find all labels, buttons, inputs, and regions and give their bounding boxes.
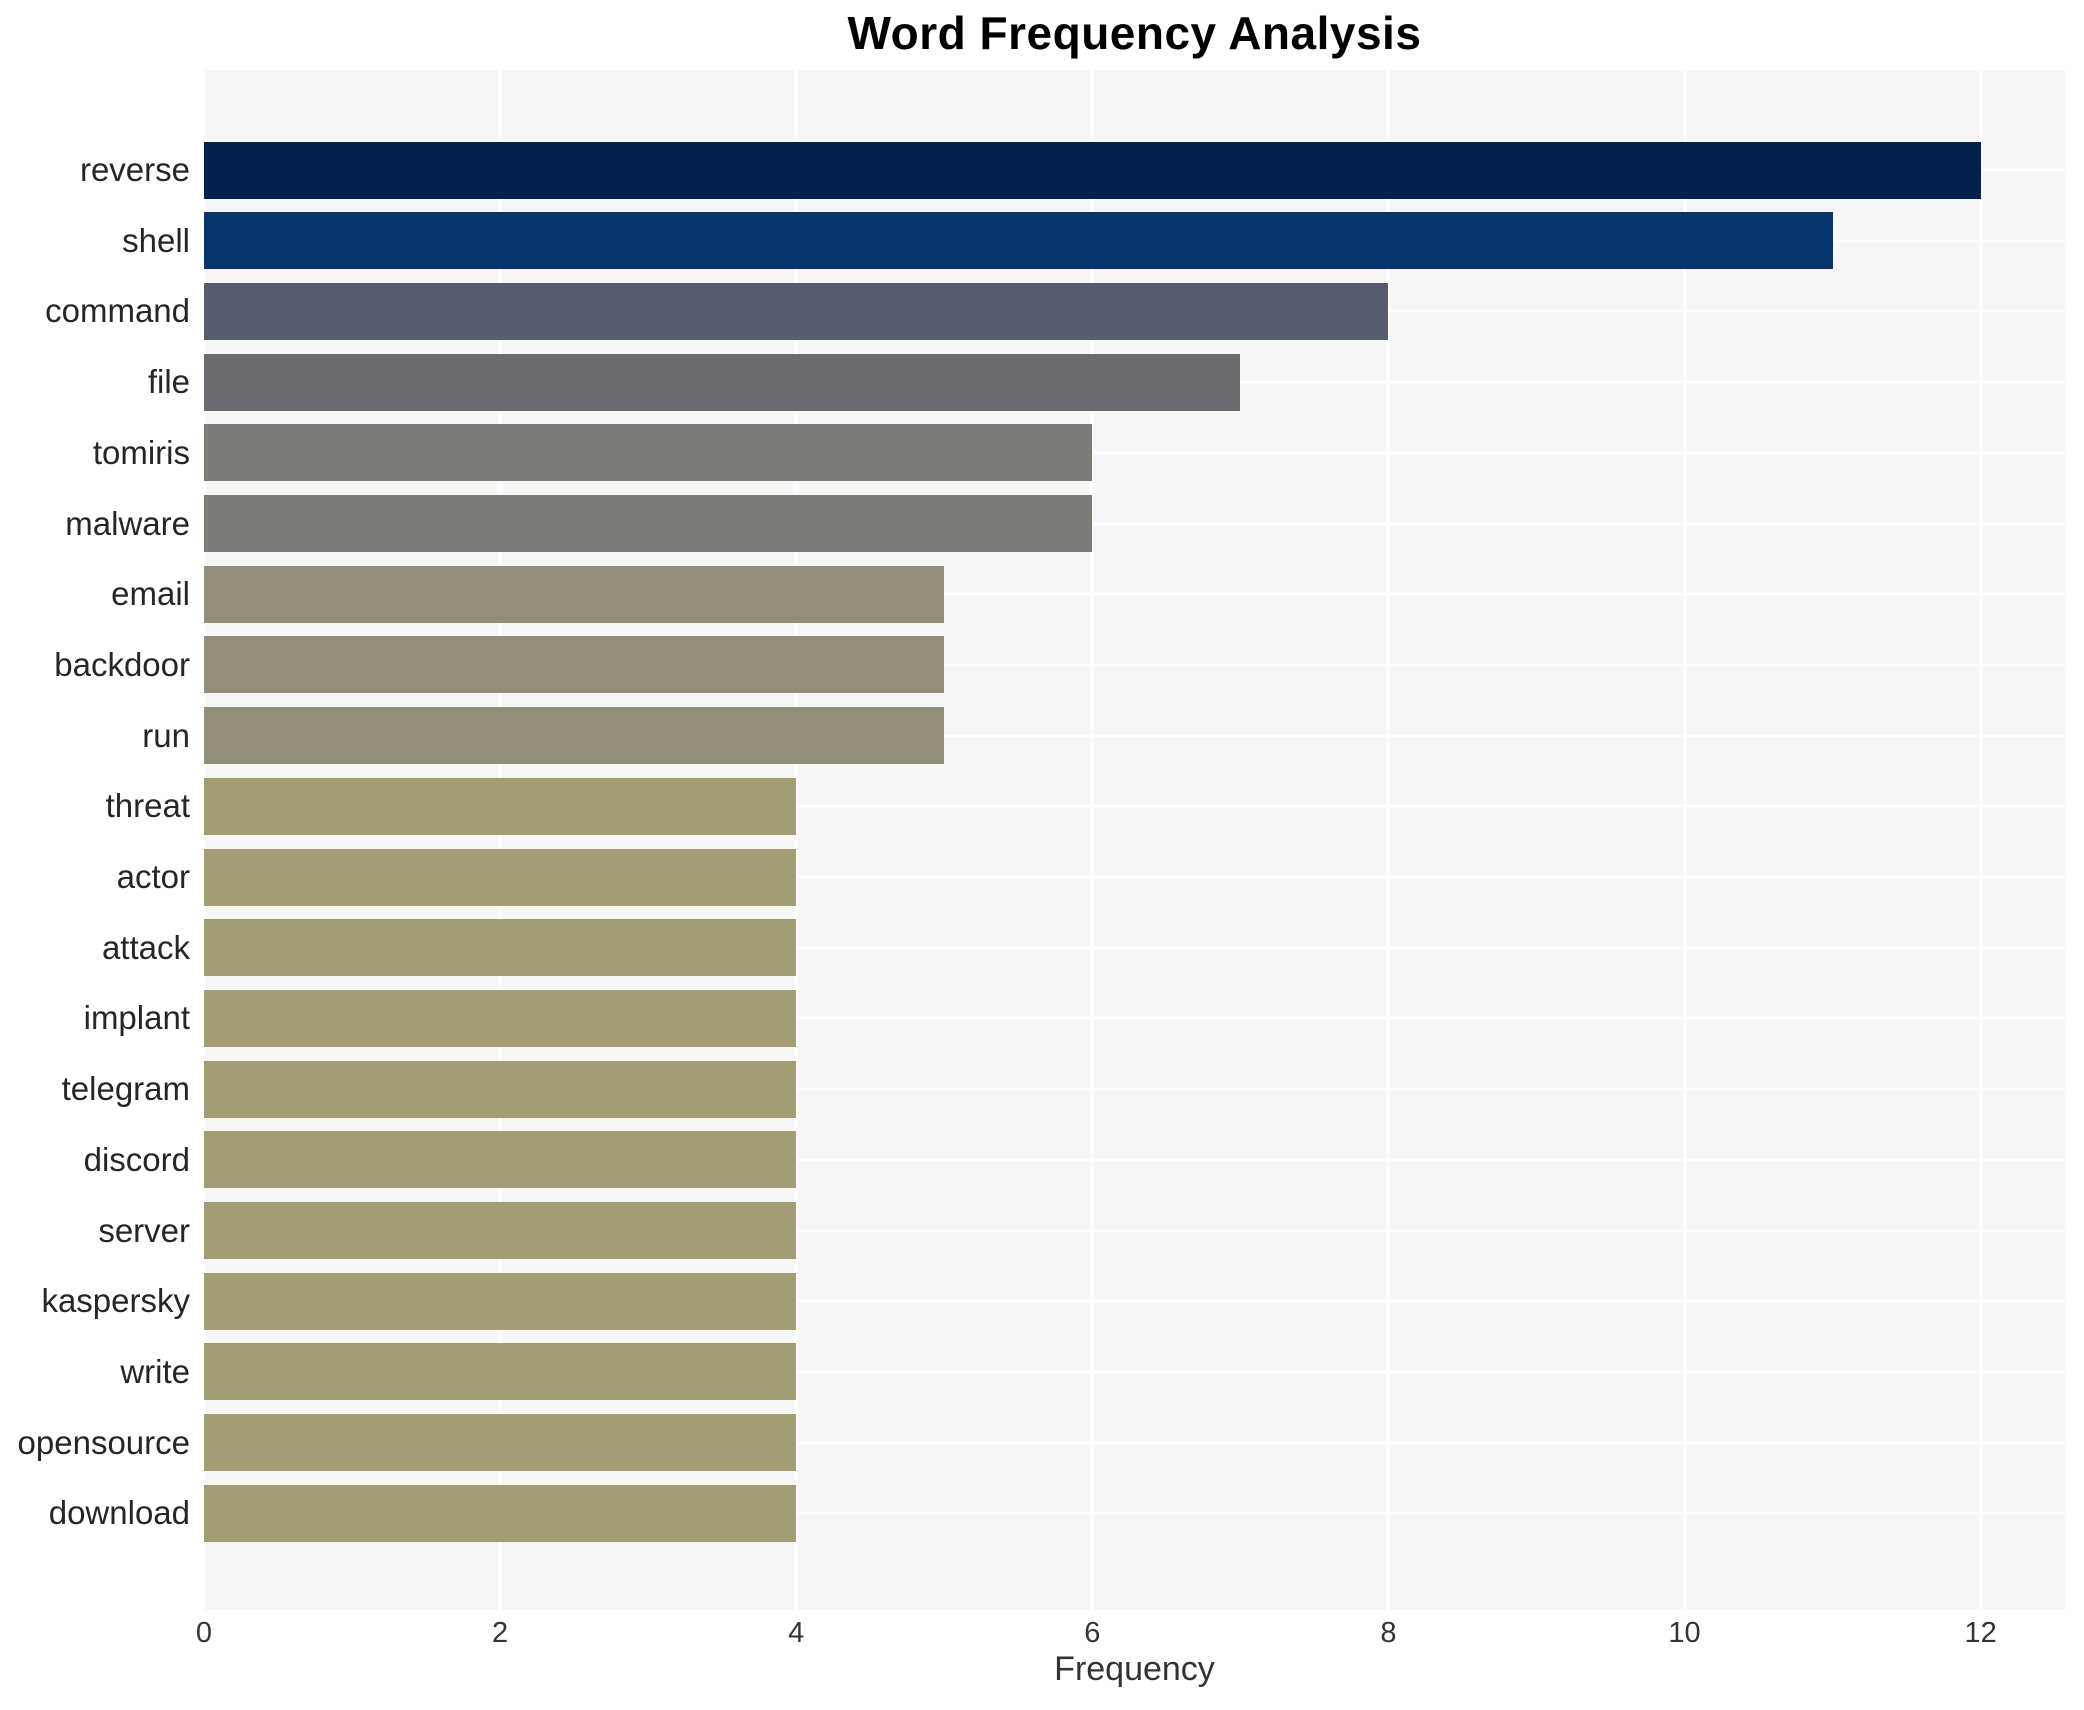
gridline-vertical bbox=[1979, 70, 1983, 1610]
bar-server bbox=[204, 1202, 797, 1259]
gridline-vertical bbox=[498, 70, 502, 1610]
bar-reverse bbox=[204, 141, 1981, 199]
gridline-horizontal bbox=[204, 451, 2065, 455]
gridline-horizontal bbox=[204, 592, 2065, 596]
x-tick-label: 8 bbox=[1380, 1617, 1397, 1649]
gridline-horizontal bbox=[204, 804, 2065, 808]
x-tick-label: 12 bbox=[1964, 1617, 1997, 1649]
y-axis-label: kaspersky bbox=[41, 1282, 190, 1320]
y-axis-label: telegram bbox=[61, 1070, 190, 1108]
y-axis-label: threat bbox=[105, 787, 190, 825]
x-tick-label: 2 bbox=[492, 1617, 509, 1649]
bar-run bbox=[204, 707, 945, 765]
gridline-horizontal bbox=[204, 946, 2065, 950]
gridline-horizontal bbox=[204, 1511, 2065, 1515]
gridline-horizontal bbox=[204, 522, 2065, 525]
x-axis-title: Frequency bbox=[1054, 1650, 1215, 1688]
x-tick-label: 10 bbox=[1668, 1617, 1701, 1649]
bar-attack bbox=[204, 919, 797, 977]
bar-discord bbox=[204, 1131, 797, 1189]
gridline-horizontal bbox=[204, 1087, 2065, 1091]
gridline-vertical bbox=[1683, 70, 1686, 1610]
y-axis-label: email bbox=[111, 575, 190, 613]
x-tick-label: 4 bbox=[788, 1617, 805, 1649]
chart-title: Word Frequency Analysis bbox=[847, 7, 1422, 59]
gridline-vertical bbox=[1090, 70, 1094, 1610]
gridline-vertical bbox=[794, 70, 798, 1610]
gridline-horizontal bbox=[204, 1441, 2065, 1445]
bar-malware bbox=[204, 495, 1093, 552]
y-axis-label: attack bbox=[101, 928, 190, 966]
bar-backdoor bbox=[204, 636, 945, 694]
y-axis-label: server bbox=[98, 1211, 190, 1249]
gridline-vertical bbox=[1386, 70, 1390, 1610]
bar-download bbox=[204, 1484, 797, 1542]
gridline-horizontal bbox=[204, 734, 2065, 738]
y-axis-label: tomiris bbox=[92, 433, 190, 471]
y-axis-label: implant bbox=[83, 999, 190, 1037]
gridline-horizontal bbox=[204, 875, 2065, 879]
gridline-vertical bbox=[204, 70, 206, 1610]
gridline-horizontal bbox=[204, 1299, 2065, 1303]
gridline-horizontal bbox=[204, 1370, 2065, 1374]
bar-file bbox=[204, 353, 1241, 411]
bar-kaspersky bbox=[204, 1272, 797, 1330]
y-axis-label: shell bbox=[122, 221, 190, 259]
y-axis-label: download bbox=[48, 1494, 190, 1532]
x-tick-label: 0 bbox=[195, 1617, 213, 1649]
gridline-horizontal bbox=[204, 1016, 2065, 1020]
plot-area bbox=[204, 70, 2065, 1610]
y-axis-label: write bbox=[120, 1352, 190, 1390]
gridline-horizontal bbox=[204, 1229, 2065, 1232]
y-axis-label: discord bbox=[83, 1140, 190, 1178]
bar-email bbox=[204, 565, 945, 623]
bar-telegram bbox=[204, 1060, 797, 1118]
x-tick-label: 6 bbox=[1084, 1617, 1101, 1649]
bar-actor bbox=[204, 848, 797, 906]
y-axis-label: actor bbox=[116, 858, 190, 895]
bar-tomiris bbox=[204, 424, 1093, 482]
y-axis-label: file bbox=[147, 363, 190, 401]
bar-implant bbox=[204, 989, 797, 1047]
bar-threat bbox=[204, 777, 797, 835]
bar-write bbox=[204, 1343, 797, 1401]
bar-command bbox=[204, 282, 1389, 340]
y-axis-label: malware bbox=[65, 504, 190, 542]
y-axis-label: opensource bbox=[17, 1423, 190, 1461]
y-axis-label: run bbox=[142, 716, 190, 754]
y-axis-label: backdoor bbox=[54, 645, 190, 683]
gridline-horizontal bbox=[204, 1158, 2065, 1162]
bar-opensource bbox=[204, 1414, 797, 1472]
y-axis-label: reverse bbox=[79, 151, 190, 188]
y-axis-label: command bbox=[45, 292, 190, 330]
bar-shell bbox=[204, 212, 1833, 270]
gridline-horizontal bbox=[204, 663, 2065, 667]
